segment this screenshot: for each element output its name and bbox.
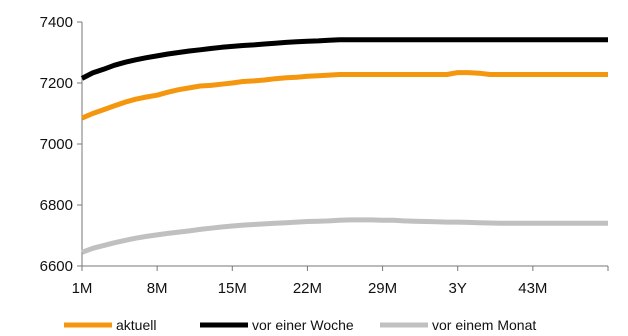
series-line-aktuell <box>81 70 608 121</box>
series-layer <box>80 37 608 255</box>
x-tick-labels: 1M 8M 15M 22M 29M 3Y 43M <box>72 280 548 297</box>
y-tick-label: 6800 <box>40 197 73 214</box>
series-line-vor-einem-monat <box>81 217 608 255</box>
x-tick-label: 1M <box>72 280 93 297</box>
x-tick-label: 8M <box>147 280 168 297</box>
axes-layer <box>77 21 609 271</box>
x-tick-label: 3Y <box>449 280 467 297</box>
y-tick-labels: 6600 6800 7000 7200 7400 <box>40 14 73 275</box>
x-tick-label: 15M <box>218 280 247 297</box>
y-tick-label: 7400 <box>40 14 73 31</box>
legend-label-vor-einem-monat: vor einem Monat <box>432 317 536 333</box>
x-tick-label: 43M <box>518 280 547 297</box>
y-tick-label: 7200 <box>40 75 73 92</box>
y-tick-label: 7000 <box>40 136 73 153</box>
legend-label-aktuell: aktuell <box>116 317 156 333</box>
x-tick-label: 22M <box>293 280 322 297</box>
y-tick-label: 6600 <box>40 258 73 275</box>
legend-label-vor-einer-woche: vor einer Woche <box>252 317 354 333</box>
x-tick-label: 29M <box>368 280 397 297</box>
series-line-vor-einer-woche <box>80 37 608 81</box>
legend: aktuell vor einer Woche vor einem Monat <box>64 317 536 333</box>
